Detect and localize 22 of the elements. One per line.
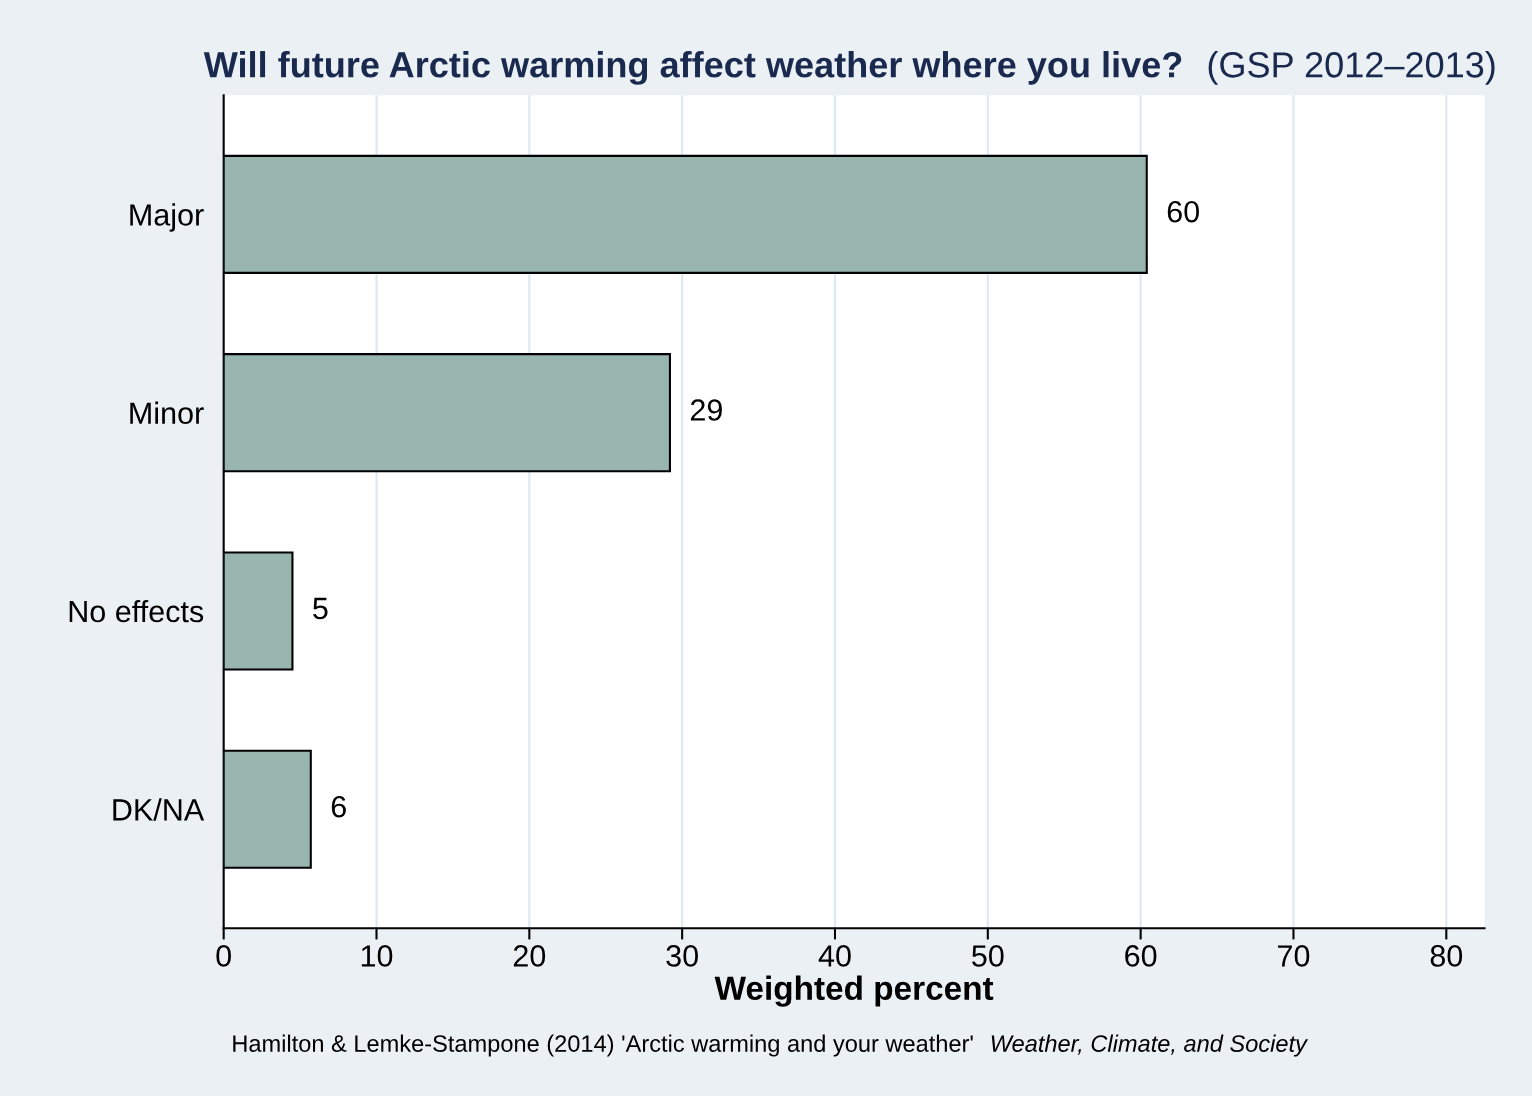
x-tick-label: 30 — [666, 945, 698, 967]
y-tick-label: Major — [130, 203, 204, 232]
y-tick-label: No effects — [69, 599, 204, 623]
x-tick-label: 40 — [818, 945, 851, 967]
x-tick-label: 0 — [216, 945, 231, 967]
data-label: 5 — [313, 597, 328, 620]
x-tick-label: 50 — [972, 945, 1004, 967]
x-axis-title: Weighted percent — [714, 975, 994, 1007]
x-tick-label: 20 — [513, 945, 546, 967]
x-tick-label: 60 — [1125, 945, 1157, 967]
text: Hamilton & Lemke-Stampone (2014) 'Arctic warming and your weather' — [233, 1034, 973, 1057]
chart-title: Will future Arctic warming affect weather where you live? — [203, 51, 1182, 85]
y-tick-label: Minor — [130, 401, 204, 425]
data-label: 6 — [331, 795, 346, 818]
data-label: 29 — [690, 399, 722, 421]
y-tick-label: DK/NA — [113, 798, 205, 821]
text: Weather, Climate, and Society — [991, 1034, 1309, 1057]
x-tick-label: 70 — [1278, 945, 1310, 967]
chart-subtitle: (GSP 2012–2013) — [1208, 51, 1495, 85]
data-label: 60 — [1167, 200, 1199, 223]
x-tick-label: 80 — [1430, 945, 1463, 967]
x-tick-label: 10 — [361, 945, 393, 967]
